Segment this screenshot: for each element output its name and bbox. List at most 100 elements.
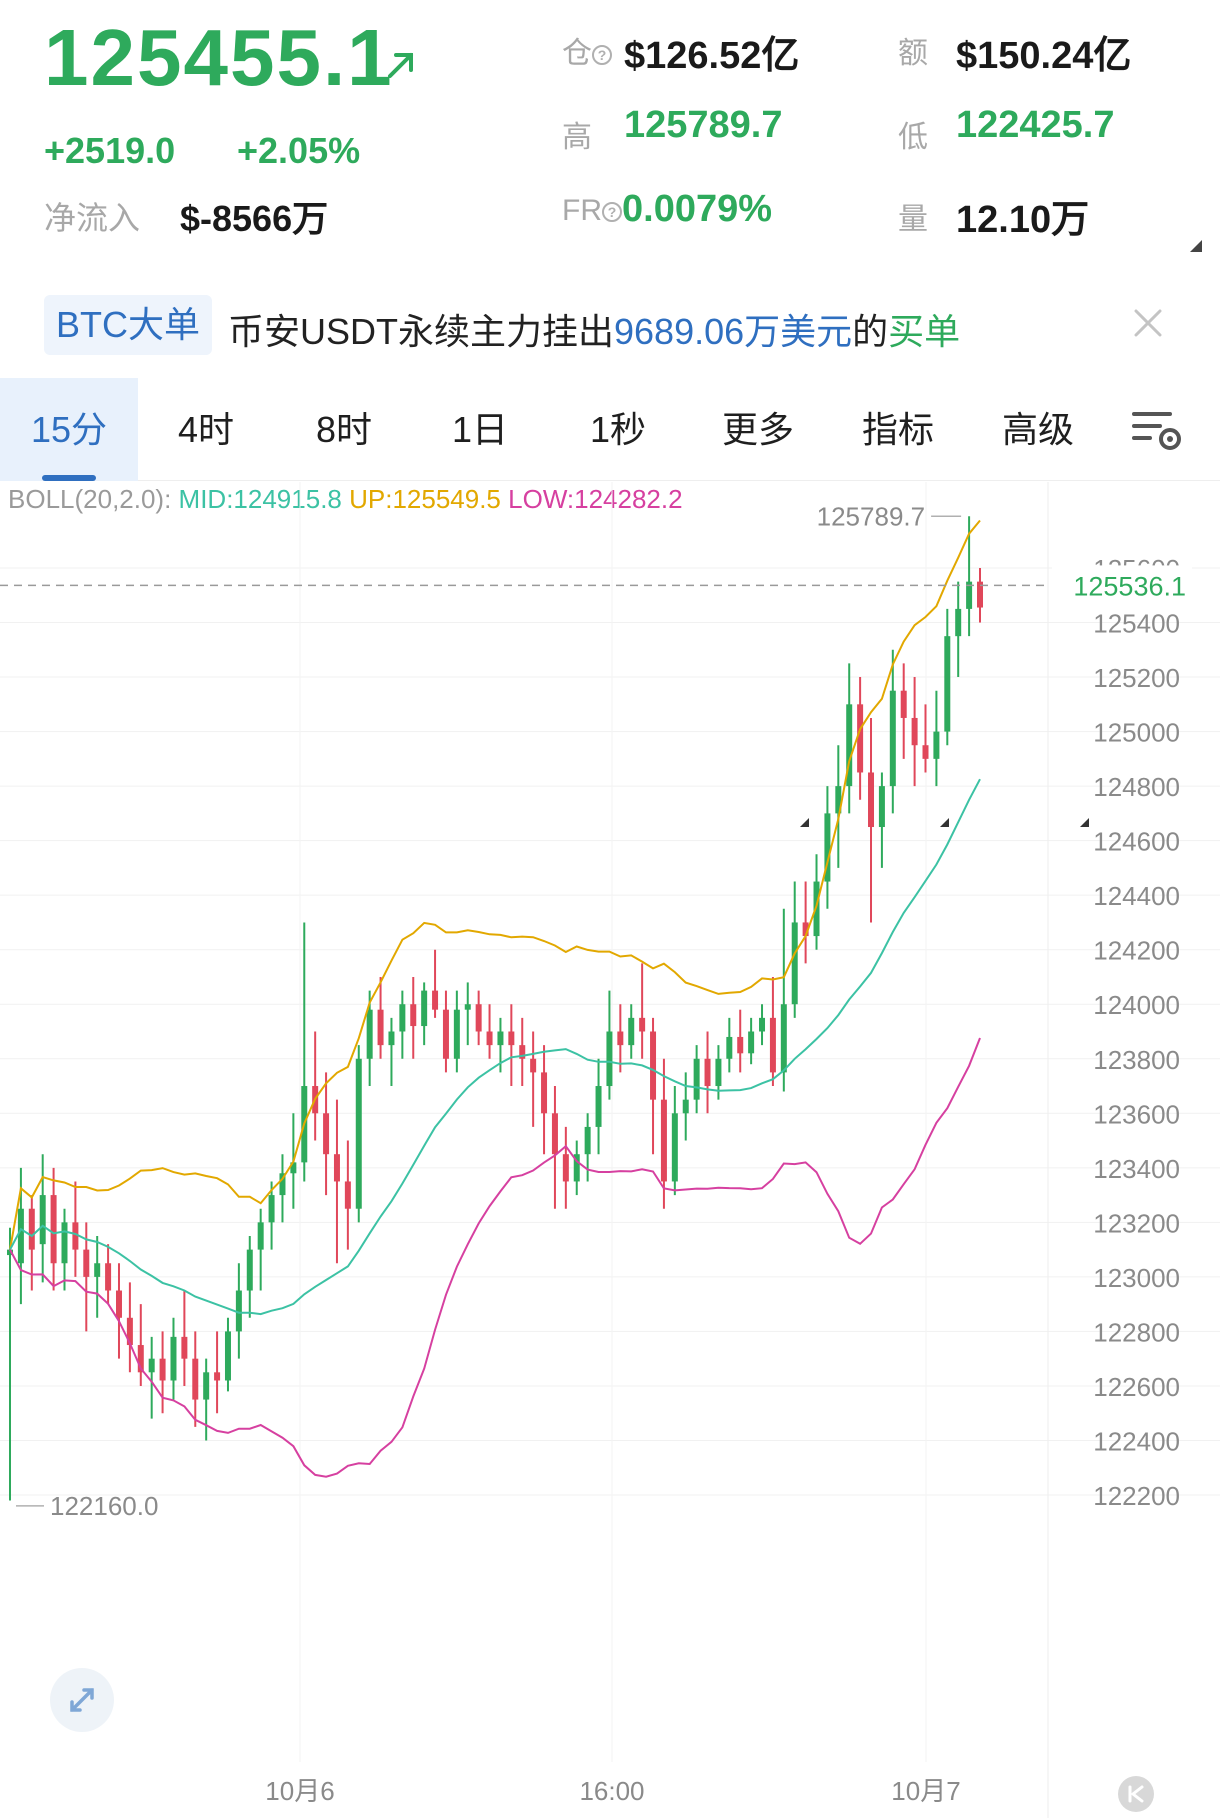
help-icon[interactable]: ?	[592, 45, 612, 66]
funding-rate-label-text: FR	[562, 194, 602, 227]
caret-down-icon	[800, 818, 809, 827]
turnover-value: $150.24亿	[956, 35, 1132, 77]
y-axis-tick-label: 123400	[1093, 1154, 1180, 1184]
y-axis-tick-label: 123600	[1093, 1099, 1180, 1129]
boll-upper-line	[9, 519, 981, 1250]
candle-body	[159, 1358, 166, 1381]
fullscreen-button[interactable]	[50, 1668, 114, 1732]
min-price-label: 122160.0	[50, 1491, 158, 1521]
candle-body	[628, 1017, 635, 1046]
tab-label: 4时	[177, 409, 235, 450]
candle-body	[399, 1004, 406, 1032]
candle-body	[551, 1113, 558, 1155]
boll-mid-line	[9, 778, 981, 1316]
candle-body	[181, 1336, 188, 1359]
tab-more[interactable]: 更多	[708, 378, 808, 481]
tab-label: 指标	[861, 409, 934, 450]
candle-body	[50, 1195, 57, 1264]
tab-label: 更多	[721, 409, 794, 450]
y-axis-tick-label: 122600	[1093, 1372, 1180, 1402]
candle-body	[530, 1058, 537, 1073]
tab-1d[interactable]: 1日	[422, 378, 538, 481]
tab-indicators[interactable]: 指标	[848, 378, 948, 481]
candle-body	[257, 1222, 264, 1250]
candle-body	[519, 1045, 526, 1059]
net-inflow-value: $-8566万	[180, 198, 329, 239]
whale-order-banner[interactable]: BTC大单 币安USDT永续主力挂出9689.06万美元的买单	[0, 285, 1220, 365]
candle-body	[650, 1031, 657, 1100]
candle-body	[421, 990, 428, 1027]
help-icon[interactable]: ?	[602, 202, 622, 223]
tab-1s[interactable]: 1秒	[560, 378, 676, 481]
candle-body	[170, 1336, 177, 1381]
tab-advanced[interactable]: 高级	[988, 378, 1088, 481]
up-trend-arrow-icon	[388, 53, 413, 78]
open-interest-label-text: 仓	[562, 37, 592, 70]
candle-body	[748, 1031, 755, 1054]
interval-tabs: 15分 4时 8时 1日 1秒 更多 指标 高级	[0, 378, 1220, 827]
candle-body	[835, 786, 842, 814]
candle-body	[900, 690, 907, 718]
open-interest-label: 仓?	[562, 28, 612, 72]
y-axis-tick-label: 124600	[1093, 827, 1180, 857]
candle-body	[72, 1222, 79, 1250]
candle-body	[791, 922, 798, 1005]
close-icon[interactable]	[1128, 303, 1168, 343]
candle-body	[955, 608, 962, 637]
candle-body	[868, 772, 875, 828]
candle-body	[83, 1249, 90, 1277]
y-axis-tick-label: 124200	[1093, 936, 1180, 966]
y-axis-tick-label: 123200	[1093, 1208, 1180, 1238]
candle-body	[813, 881, 820, 937]
volume-label: 量	[898, 203, 928, 236]
candle-body	[214, 1372, 221, 1381]
candle-body	[432, 990, 439, 1010]
change-percent: +2.05%	[237, 130, 361, 171]
candle-body	[203, 1372, 210, 1400]
candle-body	[377, 1009, 384, 1046]
candle-body	[290, 1162, 297, 1174]
boll-legend: BOLL(20,2.0): MID:124915.8 UP:125549.5 L…	[8, 484, 683, 515]
candle-body	[911, 717, 918, 746]
banner-mid: 的	[852, 311, 889, 352]
candle-body	[192, 1358, 199, 1400]
candle-body	[562, 1154, 569, 1182]
candle-body	[573, 1154, 580, 1182]
candle-body	[453, 1009, 460, 1059]
expand-header-icon[interactable]	[1190, 240, 1202, 252]
candlestick-chart[interactable]: 1256001254001252001250001248001246001244…	[0, 482, 1220, 1818]
candle-body	[7, 1249, 13, 1256]
current-price-label: 125536.1	[1073, 571, 1186, 601]
active-tab-indicator	[42, 475, 96, 481]
candle-body	[115, 1290, 122, 1318]
candle-body	[344, 1181, 351, 1209]
x-axis-tick-label: 16:00	[579, 1776, 644, 1806]
candle-body	[922, 745, 929, 759]
tab-4h[interactable]: 4时	[148, 378, 264, 481]
candle-body	[541, 1072, 548, 1114]
candle-body	[693, 1058, 700, 1100]
candle-body	[977, 581, 983, 608]
tab-8h[interactable]: 8时	[286, 378, 402, 481]
candle-body	[105, 1263, 112, 1291]
candle-body	[682, 1099, 689, 1114]
max-price-label: 125789.7	[817, 501, 925, 531]
candle-body	[137, 1345, 144, 1373]
y-axis-tick-label: 124400	[1093, 881, 1180, 911]
x-axis-tick-label: 10月6	[265, 1776, 334, 1806]
scroll-to-latest-button[interactable]	[1118, 1776, 1154, 1812]
tab-15m[interactable]: 15分	[0, 378, 138, 481]
candle-body	[889, 690, 896, 787]
candle-body	[148, 1358, 155, 1373]
candle-body	[780, 1004, 787, 1073]
change-amount: +2519.0	[44, 130, 176, 171]
chart-settings-icon[interactable]	[1130, 408, 1184, 452]
ticker-header: 125455.1 +2519.0 +2.05% 净流入 $-8566万 仓? $…	[0, 0, 1220, 275]
y-axis-tick-label: 124800	[1093, 772, 1180, 802]
candle-body	[944, 636, 951, 732]
candle-body	[617, 1031, 624, 1046]
y-axis-tick-label: 122400	[1093, 1426, 1180, 1456]
caret-down-icon	[940, 818, 949, 827]
expand-icon	[70, 1688, 94, 1712]
open-interest-value: $126.52亿	[624, 35, 800, 77]
